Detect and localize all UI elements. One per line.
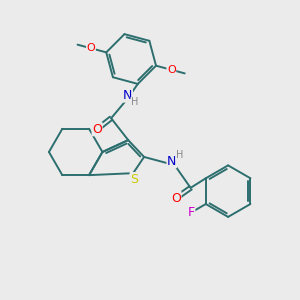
- Text: O: O: [171, 192, 181, 205]
- Text: F: F: [188, 206, 195, 219]
- Text: H: H: [176, 150, 183, 160]
- Text: N: N: [167, 155, 176, 168]
- Text: O: O: [87, 43, 95, 53]
- Text: S: S: [130, 172, 138, 186]
- Text: O: O: [167, 65, 176, 75]
- Text: O: O: [92, 123, 102, 136]
- Text: H: H: [131, 98, 138, 107]
- Text: N: N: [123, 89, 132, 102]
